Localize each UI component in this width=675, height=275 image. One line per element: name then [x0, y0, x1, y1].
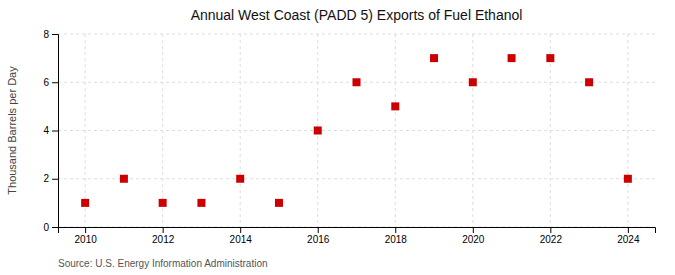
x-tick-mark	[240, 227, 241, 233]
y-tick-mark	[52, 131, 58, 132]
point	[469, 78, 477, 86]
point	[624, 175, 632, 183]
point	[508, 54, 516, 62]
title: Annual West Coast (PADD 5) Exports of Fu…	[191, 7, 523, 23]
point	[391, 102, 399, 110]
x-tick-mark	[85, 227, 86, 233]
point	[585, 78, 593, 86]
x-grid-line	[550, 34, 551, 227]
y-grid-line	[58, 178, 655, 179]
y-tick-mark	[52, 227, 58, 228]
source-note: Source: U.S. Energy Information Administ…	[58, 258, 268, 269]
y-tick: 4	[43, 125, 58, 136]
y-tick-label: 4	[43, 125, 49, 136]
y-tick-mark	[52, 82, 58, 83]
x-grid-line	[395, 34, 396, 227]
x-grid-line	[85, 34, 86, 227]
x-tick: 2018	[385, 227, 408, 245]
x-tick: 2016	[307, 227, 330, 245]
y-tick-label: 0	[43, 222, 49, 233]
x-grid-line	[162, 34, 163, 227]
x-tick-label: 2014	[230, 234, 253, 245]
y-tick-mark	[52, 179, 58, 180]
point	[120, 175, 128, 183]
chart-svg: 2010 2012 2014 2016 2018 2020 2022 2024 0 2 4 6 8 Ann…	[0, 0, 675, 275]
x-tick: 2010	[75, 227, 98, 245]
x-tick-mark	[628, 227, 629, 233]
x-tick-label: 2012	[152, 234, 175, 245]
y-axis-line	[52, 35, 59, 228]
y-axis: 0 2 4 6 8	[43, 29, 58, 233]
point	[236, 175, 244, 183]
x-tick: 2022	[540, 227, 563, 245]
y-tick: 8	[43, 29, 58, 40]
x-grid-line	[472, 34, 473, 227]
x-tick: 2014	[230, 227, 253, 245]
points	[81, 54, 632, 207]
y-tick: 6	[43, 77, 58, 88]
y-tick-mark	[52, 34, 58, 35]
x-axis-line	[59, 228, 656, 234]
y-tick-label: 8	[43, 29, 49, 40]
point	[430, 54, 438, 62]
y-tick: 2	[43, 173, 58, 184]
x-tick-label: 2016	[307, 234, 330, 245]
x-tick-mark	[163, 227, 164, 233]
y-tick: 0	[43, 222, 58, 233]
x-grid-line	[627, 34, 628, 227]
y-tick-label: 6	[43, 77, 49, 88]
chart-container: 2010 2012 2014 2016 2018 2020 2022 2024 0 2 4 6 8 Ann…	[0, 0, 675, 275]
x-tick: 2012	[152, 227, 175, 245]
x-tick-mark	[318, 227, 319, 233]
point	[353, 78, 361, 86]
y-grid-line	[58, 34, 655, 35]
y-axis-title: Thousand Barrels per Day	[6, 66, 18, 195]
x-tick-label: 2018	[385, 234, 408, 245]
y-tick-label: 2	[43, 173, 49, 184]
plot-area: 2010 2012 2014 2016 2018 2020 2022 2024 0 2 4 6 8	[43, 29, 655, 245]
point	[159, 199, 167, 207]
x-tick-label: 2024	[617, 234, 640, 245]
point	[275, 199, 283, 207]
x-tick-mark	[550, 227, 551, 233]
y-grid-line	[58, 130, 655, 131]
x-tick-mark	[473, 227, 474, 233]
x-tick: 2020	[462, 227, 485, 245]
point	[314, 127, 322, 135]
x-tick-label: 2020	[462, 234, 485, 245]
point	[546, 54, 554, 62]
grid	[58, 34, 655, 227]
point	[197, 199, 205, 207]
x-tick: 2024	[617, 227, 640, 245]
x-tick-label: 2010	[75, 234, 98, 245]
point	[81, 199, 89, 207]
x-axis: 2010 2012 2014 2016 2018 2020 2022 2024	[59, 227, 656, 245]
x-tick-mark	[395, 227, 396, 233]
x-grid-line	[240, 34, 241, 227]
x-tick-label: 2022	[540, 234, 563, 245]
